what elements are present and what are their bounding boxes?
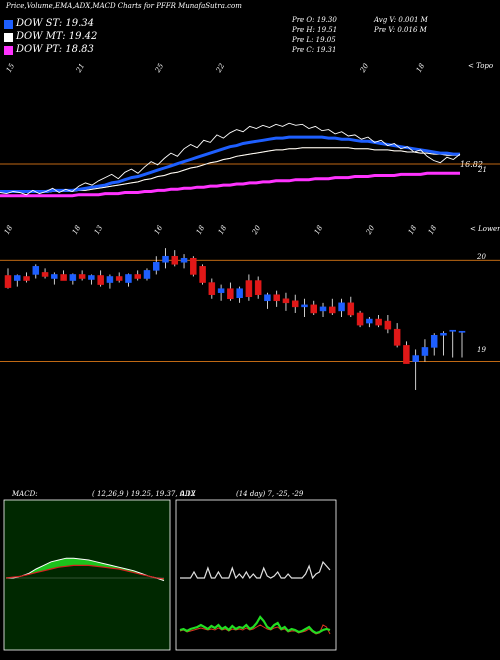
candle-body [329, 306, 336, 314]
candle-body [254, 280, 262, 295]
macd-signal-line [5, 564, 165, 580]
candle-body [403, 345, 410, 364]
macd-line [6, 557, 165, 582]
candle-body [199, 266, 206, 283]
candle-body [78, 274, 86, 279]
candle-body [412, 355, 419, 362]
candle-body [356, 312, 364, 326]
candle-body [282, 298, 290, 304]
candle-body [273, 294, 280, 302]
candle-body [291, 300, 299, 308]
adx-label: ADX [180, 490, 196, 498]
candle-body [301, 304, 308, 308]
candle-body [97, 275, 104, 285]
candle-body [171, 255, 179, 265]
legend-swatch-pt [4, 46, 13, 55]
adx-plus-di-line [179, 615, 331, 635]
candle-body [458, 330, 466, 333]
candle-body [227, 288, 234, 300]
candle-body [393, 328, 401, 346]
stat-pre-volume: Pre V: 0.016 M [374, 26, 427, 34]
candle-body [430, 335, 438, 348]
candle-body [69, 274, 77, 281]
candle-body [366, 318, 373, 324]
candle-body [421, 347, 429, 356]
ema-price-line [0, 122, 461, 196]
candle-body [180, 257, 188, 263]
ema-top-label: < Topo [468, 62, 494, 70]
candle-body [449, 329, 456, 332]
candle-body [310, 304, 318, 314]
candle-body [208, 282, 216, 295]
adx-params: (14 day) 7, -25, -29 [236, 490, 304, 498]
legend-swatch-st [4, 20, 13, 29]
macd-histogram-area [6, 558, 164, 581]
macd-params: ( 12,26,9 ) 19.25, 19.37, 0.12 [92, 490, 196, 498]
price-level-19-label: 19 [477, 346, 486, 354]
price-top-label: < Lower [470, 225, 500, 233]
chart-title: Price,Volume,EMA,ADX,MACD Charts for PFF… [6, 2, 242, 10]
candle-body [440, 332, 447, 336]
candle-body [106, 276, 114, 283]
candle-body [23, 276, 30, 281]
legend-st: DOW ST: 19.34 [16, 18, 95, 29]
candle-body [41, 272, 49, 277]
ema-long-line [0, 171, 460, 198]
candle-body [162, 255, 169, 263]
price-level-20-label: 20 [477, 253, 486, 261]
ema-price-label: 16.82 [460, 160, 483, 169]
candle-body [125, 274, 132, 283]
candle-body [245, 280, 253, 297]
candle-body [4, 275, 12, 288]
candle-body [375, 318, 382, 326]
candle-body [143, 270, 151, 279]
candle-body [338, 302, 345, 312]
macd-label: MACD: [12, 490, 38, 498]
adx-line [180, 560, 331, 580]
candle-body [384, 320, 392, 330]
candle-body [51, 274, 58, 279]
candle-body [190, 257, 197, 275]
candle-body [88, 275, 95, 280]
candle-body [264, 294, 271, 302]
candle-body [32, 266, 40, 275]
stat-pre-close: Pre C: 19.31 [292, 46, 337, 54]
ema-short-line [0, 135, 460, 193]
stat-pre-low: Pre L: 19.05 [292, 36, 336, 44]
candle-body [60, 274, 67, 281]
candle-body [217, 288, 225, 293]
stat-pre-open: Pre O: 19.30 [292, 16, 337, 24]
legend-mt: DOW MT: 19.42 [16, 31, 98, 42]
candle-body [236, 288, 243, 299]
adx-minus-di-line [179, 624, 331, 635]
stat-avg-volume: Avg V: 0.001 M [374, 16, 428, 24]
candle-body [14, 275, 21, 281]
candle-body [347, 302, 355, 316]
ema-right-label: 21 [478, 166, 487, 174]
legend-swatch-mt [4, 33, 13, 42]
candle-body [115, 276, 123, 281]
stat-pre-high: Pre H: 19.51 [292, 26, 338, 34]
candle-body [319, 306, 327, 312]
candle-body [152, 262, 160, 271]
candle-body [134, 274, 141, 279]
legend-pt: DOW PT: 18.83 [16, 44, 94, 55]
